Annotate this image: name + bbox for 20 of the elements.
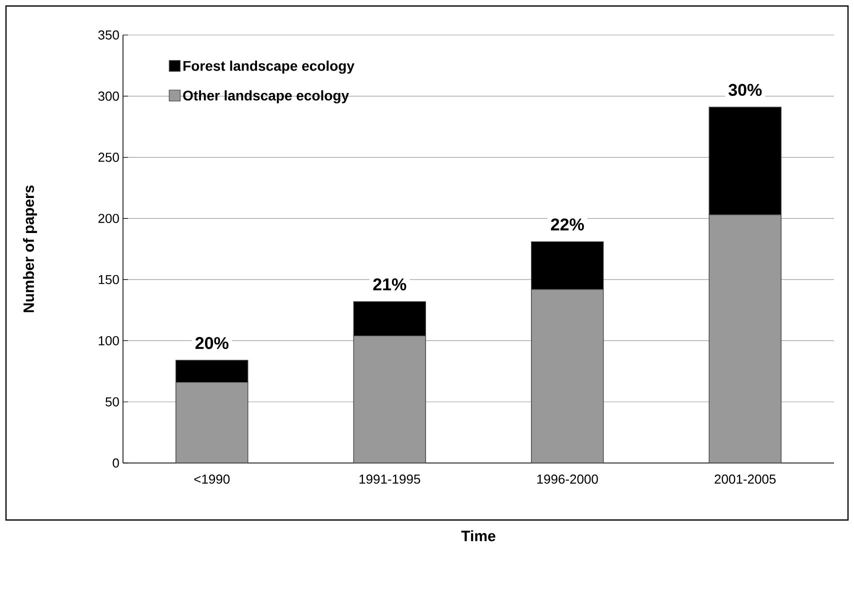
- x-tick-label: 1996-2000: [537, 474, 598, 484]
- y-tick-label: 0: [112, 458, 119, 468]
- annotation: 30%: [728, 84, 762, 96]
- x-tick-label: 1991-1995: [360, 474, 420, 484]
- y-tick-label: 250: [98, 152, 119, 162]
- x-tick-label: <1990: [194, 474, 230, 484]
- annotation: 22%: [550, 218, 584, 230]
- legend-label: Other landscape ecology: [183, 90, 349, 104]
- y-tick-label: 150: [98, 274, 119, 284]
- y-tick-label: 350: [98, 30, 119, 40]
- x-axis-title: Time: [461, 530, 496, 542]
- legend-label: Forest landscape ecology: [184, 60, 354, 74]
- y-axis-title: Number of papers: [23, 185, 37, 312]
- annotation: 20%: [195, 337, 228, 350]
- y-tick-label: 200: [98, 214, 119, 224]
- x-tick-label: 2001-2005: [714, 474, 776, 484]
- y-tick-label: 100: [98, 336, 119, 346]
- y-tick-label: 300: [98, 92, 119, 101]
- annotation: 21%: [373, 278, 406, 290]
- y-tick-label: 50: [106, 397, 119, 406]
